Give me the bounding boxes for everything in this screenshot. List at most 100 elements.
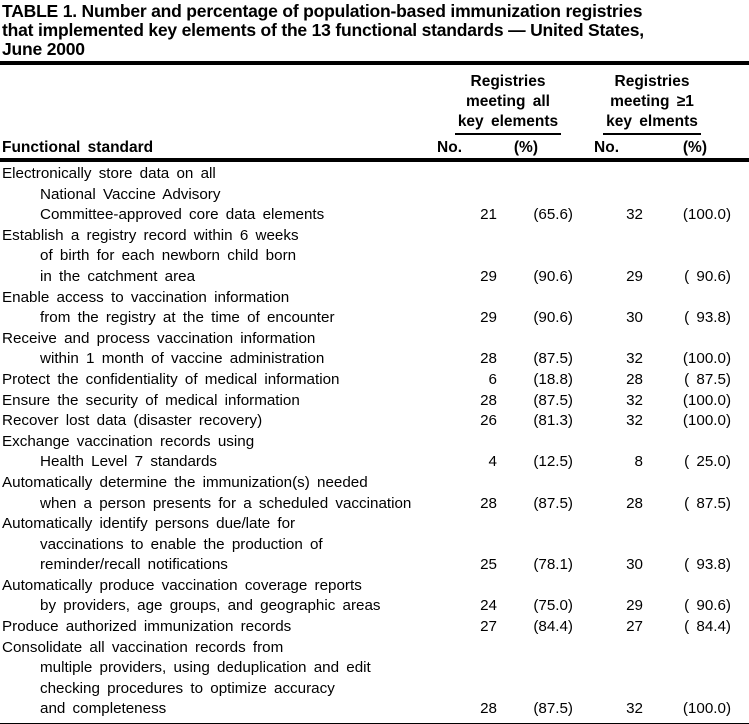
table-row: Protect the confidentiality of medical i… (0, 370, 749, 391)
row-label-line: Health Level 7 standards (40, 453, 218, 471)
no2-cell: 32 (626, 206, 643, 224)
no1-cell: 29 (480, 309, 497, 327)
no1-cell: 21 (480, 206, 497, 224)
pct2-cell: (100.0) (682, 391, 731, 409)
pct1-cell: (84.4) (533, 618, 573, 636)
row-label: Enable access to vaccination information… (2, 288, 443, 329)
row-label-line: Establish a registry record within 6 wee… (2, 226, 299, 244)
no2-cell: 27 (626, 618, 643, 636)
no2-cell: 32 (626, 700, 643, 718)
row-label-line: Automatically produce vaccination covera… (2, 576, 362, 594)
row-label-line: from the registry at the time of encount… (40, 309, 335, 327)
pct2-cell: (100.0) (682, 206, 731, 224)
group2-line2: meeting ≥1 (610, 93, 694, 110)
no1-cell: 29 (480, 267, 497, 285)
group2-line1: Registries (614, 73, 690, 90)
pct2-cell: ( 93.8) (684, 309, 731, 327)
title-divider-rule (0, 61, 749, 65)
pct2-cell: ( 87.5) (684, 370, 731, 388)
group1-line3: key elements (443, 112, 573, 135)
table-row: Enable access to vaccination information… (0, 288, 749, 329)
pct2-header: (%) (682, 139, 707, 156)
pct2-cell: ( 87.5) (684, 494, 731, 512)
no1-cell: 28 (480, 700, 497, 718)
row-label-line: Electronically store data on all (2, 165, 216, 182)
pct1-header: (%) (513, 139, 538, 156)
title-line: TABLE 1. Number and percentage of popula… (2, 1, 643, 21)
table-body: Electronically store data on all National… (0, 162, 749, 723)
pct1-cell: (90.6) (533, 309, 573, 327)
pct1-cell: (87.5) (533, 700, 573, 718)
pct1-cell: (65.6) (533, 206, 573, 224)
no1-cell: 28 (480, 391, 497, 409)
row-label-line: Committee-approved core data elements (40, 206, 325, 224)
title-line: that implemented key elements of the 13 … (2, 20, 644, 40)
table-row: Automatically identify persons due/late … (0, 514, 749, 576)
table-row: Electronically store data on all National… (0, 164, 749, 226)
row-label-line: Ensure the security of medical informati… (2, 391, 300, 409)
group1-line2: meeting all (466, 93, 550, 110)
row-label-line: Recover lost data (disaster recovery) (2, 412, 263, 430)
table-row: Receive and process vaccination informat… (0, 329, 749, 370)
no1-cell: 26 (480, 412, 497, 430)
group1-line1: Registries (470, 73, 546, 90)
table-row: Automatically produce vaccination covera… (0, 576, 749, 617)
pct2-cell: (100.0) (682, 350, 731, 368)
table-row: Produce authorized immunization records … (0, 617, 749, 638)
no2-cell: 32 (626, 412, 643, 430)
pct1-cell: (81.3) (533, 412, 573, 430)
no1-cell: 27 (480, 618, 497, 636)
table-header: Registries meeting all key elements Regi… (0, 65, 749, 158)
no2-cell: 8 (634, 453, 643, 471)
column-group-meeting-all: Registries meeting all key elements (443, 72, 573, 135)
pct1-cell: (78.1) (533, 556, 573, 574)
table-row: Establish a registry record within 6 wee… (0, 226, 749, 288)
header-divider-rule (0, 158, 749, 162)
pct2-cell: ( 90.6) (684, 267, 731, 285)
pct1-cell: (18.8) (533, 370, 573, 388)
pct1-cell: (75.0) (533, 597, 573, 615)
no2-cell: 30 (626, 309, 643, 327)
row-label: Establish a registry record within 6 wee… (2, 226, 443, 288)
table-row: Recover lost data (disaster recovery) 26… (0, 411, 749, 432)
row-label-line: Automatically determine the immunization… (2, 473, 368, 491)
row-label: Receive and process vaccination informat… (2, 329, 443, 370)
sub-header-row: Functional standard No. (%) No. (%) (0, 137, 749, 158)
pct2-cell: ( 25.0) (684, 453, 731, 471)
pct2-cell: (100.0) (682, 700, 731, 718)
pct1-cell: (87.5) (533, 391, 573, 409)
row-label: Recover lost data (disaster recovery) (2, 411, 443, 432)
no2-cell: 29 (626, 267, 643, 285)
table-row: Exchange vaccination records using Health… (0, 432, 749, 473)
table-row: Automatically determine the immunization… (0, 473, 749, 514)
no1-header: No. (437, 139, 462, 156)
no1-cell: 4 (488, 453, 497, 471)
row-label-line: and completeness (40, 700, 167, 718)
no1-cell: 24 (480, 597, 497, 615)
row-label: Automatically determine the immunization… (2, 473, 443, 514)
no2-cell: 30 (626, 556, 643, 574)
row-label-line: when a person presents for a scheduled v… (40, 494, 412, 512)
no1-cell: 28 (480, 494, 497, 512)
pct1-cell: (12.5) (533, 453, 573, 471)
no1-cell: 28 (480, 350, 497, 368)
row-label-line: in the catchment area (40, 267, 196, 285)
pct1-cell: (90.6) (533, 267, 573, 285)
row-label-line: within 1 month of vaccine administration (40, 350, 325, 368)
no2-header: No. (594, 139, 619, 156)
pct2-cell: (100.0) (682, 412, 731, 430)
pct2-cell: ( 90.6) (684, 597, 731, 615)
row-label-line: vaccinations to enable the production of (40, 535, 323, 553)
row-label: Ensure the security of medical informati… (2, 391, 443, 412)
row-label-line: Receive and process vaccination informat… (2, 329, 316, 347)
row-label-line: of birth for each newborn child born (40, 247, 297, 265)
pct1-cell: (87.5) (533, 494, 573, 512)
row-label: Consolidate all vaccination records from… (2, 638, 443, 720)
no2-cell: 32 (626, 391, 643, 409)
no2-cell: 28 (626, 494, 643, 512)
row-label-line: Protect the confidentiality of medical i… (2, 370, 340, 388)
column-group-spacer (2, 72, 443, 135)
row-label-line: Exchange vaccination records using (2, 432, 255, 450)
group2-line3: key elments (573, 112, 731, 135)
